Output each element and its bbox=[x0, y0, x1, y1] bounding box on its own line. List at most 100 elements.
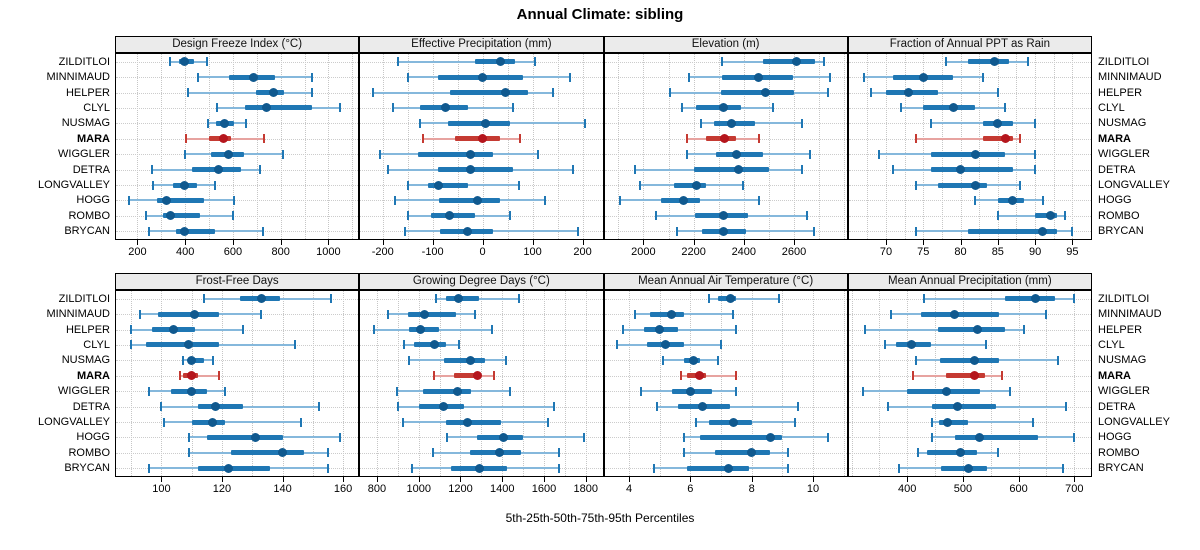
axis-tick bbox=[376, 477, 378, 482]
median-dot bbox=[907, 340, 917, 350]
iqr-bar bbox=[687, 465, 749, 471]
whisker-cap bbox=[490, 325, 493, 335]
row-gridline bbox=[848, 215, 1091, 217]
median-dot bbox=[208, 417, 218, 427]
axis-tick bbox=[482, 240, 484, 245]
whisker-cap bbox=[339, 432, 342, 442]
axis-tick-label: 200 bbox=[128, 246, 147, 258]
whisker-cap bbox=[683, 448, 686, 458]
median-dot bbox=[452, 386, 462, 396]
station-label-right: ROMBO bbox=[1098, 446, 1140, 459]
whisker-cap bbox=[813, 226, 816, 236]
whisker bbox=[884, 343, 987, 346]
whisker-cap bbox=[796, 402, 799, 412]
iqr-bar bbox=[197, 465, 271, 471]
whisker-cap bbox=[800, 165, 803, 175]
whisker-cap bbox=[421, 134, 424, 144]
gridline bbox=[191, 291, 193, 476]
gridline bbox=[768, 54, 770, 239]
median-dot bbox=[975, 432, 985, 442]
gridline bbox=[407, 54, 409, 239]
whisker-cap bbox=[511, 103, 514, 113]
median-dot bbox=[918, 72, 928, 82]
median-dot bbox=[445, 211, 455, 221]
whisker-cap bbox=[148, 226, 151, 236]
panel bbox=[847, 53, 1092, 240]
whisker-cap bbox=[517, 294, 520, 304]
whisker-cap bbox=[877, 149, 880, 159]
median-dot bbox=[269, 88, 279, 98]
iqr-bar bbox=[438, 197, 501, 203]
whisker-cap bbox=[576, 226, 579, 236]
gridline bbox=[304, 54, 306, 239]
iqr-bar bbox=[921, 311, 1000, 317]
whisker bbox=[622, 328, 737, 331]
panel-strip: Growing Degree Days (°C) bbox=[359, 273, 604, 290]
station-label-right: NUSMAG bbox=[1098, 117, 1147, 130]
whisker-cap bbox=[809, 149, 812, 159]
whisker-cap bbox=[870, 88, 873, 98]
median-dot bbox=[256, 294, 266, 304]
axis-tick-label: 1800 bbox=[573, 483, 599, 495]
whisker-cap bbox=[372, 325, 375, 335]
median-dot bbox=[465, 149, 475, 159]
station-label-left: MINNIMAUD bbox=[46, 308, 110, 321]
whisker-cap bbox=[720, 340, 723, 350]
axis-tick bbox=[585, 477, 587, 482]
panel bbox=[603, 290, 848, 477]
whisker-cap bbox=[214, 180, 217, 190]
iqr-bar bbox=[940, 465, 987, 471]
row-gridline bbox=[116, 61, 359, 63]
gridline bbox=[282, 291, 284, 476]
median-dot bbox=[278, 448, 288, 458]
whisker-cap bbox=[1064, 402, 1067, 412]
whisker-cap bbox=[185, 134, 188, 144]
whisker-cap bbox=[396, 402, 399, 412]
median-dot bbox=[1045, 211, 1055, 221]
median-dot bbox=[970, 180, 980, 190]
whisker-cap bbox=[508, 386, 511, 396]
whisker-cap bbox=[445, 432, 448, 442]
whisker-cap bbox=[317, 402, 320, 412]
median-dot bbox=[698, 402, 708, 412]
axis-tick-label: 800 bbox=[367, 483, 387, 495]
median-dot bbox=[903, 88, 913, 98]
axis-tick-label: 0 bbox=[479, 246, 486, 258]
row-gridline bbox=[848, 200, 1091, 202]
gridline bbox=[557, 54, 559, 239]
whisker-cap bbox=[655, 402, 658, 412]
whisker-cap bbox=[569, 72, 572, 82]
panel bbox=[847, 290, 1092, 477]
station-label-right: HELPER bbox=[1098, 323, 1143, 336]
panel-strip: Mean Annual Precipitation (mm) bbox=[847, 273, 1092, 290]
median-dot bbox=[248, 72, 258, 82]
median-dot bbox=[754, 72, 764, 82]
iqr-bar bbox=[930, 167, 1013, 173]
station-label-right: BRYCAN bbox=[1098, 225, 1144, 238]
whisker-cap bbox=[433, 371, 436, 381]
axis-tick-label: -100 bbox=[421, 246, 444, 258]
whisker bbox=[708, 297, 780, 300]
whisker-cap bbox=[757, 134, 760, 144]
axis-tick bbox=[690, 477, 692, 482]
median-dot bbox=[731, 149, 741, 159]
iqr-bar bbox=[244, 105, 312, 111]
median-dot bbox=[498, 432, 508, 442]
whisker-cap bbox=[211, 355, 214, 365]
whisker-cap bbox=[557, 463, 560, 473]
median-dot bbox=[720, 134, 730, 144]
axis-tick bbox=[751, 477, 753, 482]
whisker-cap bbox=[805, 211, 808, 221]
median-dot bbox=[760, 88, 770, 98]
axis-tick-label: 75 bbox=[917, 246, 930, 258]
whisker bbox=[397, 405, 555, 408]
whisker-cap bbox=[981, 72, 984, 82]
station-label-right: WIGGLER bbox=[1098, 385, 1150, 398]
axis-tick-label: 85 bbox=[991, 246, 1004, 258]
whisker-cap bbox=[260, 309, 263, 319]
median-dot bbox=[728, 417, 738, 427]
median-dot bbox=[466, 355, 476, 365]
panel-strip: Fraction of Annual PPT as Rain bbox=[847, 36, 1092, 53]
iqr-bar bbox=[937, 327, 1005, 333]
gridline bbox=[618, 54, 620, 239]
